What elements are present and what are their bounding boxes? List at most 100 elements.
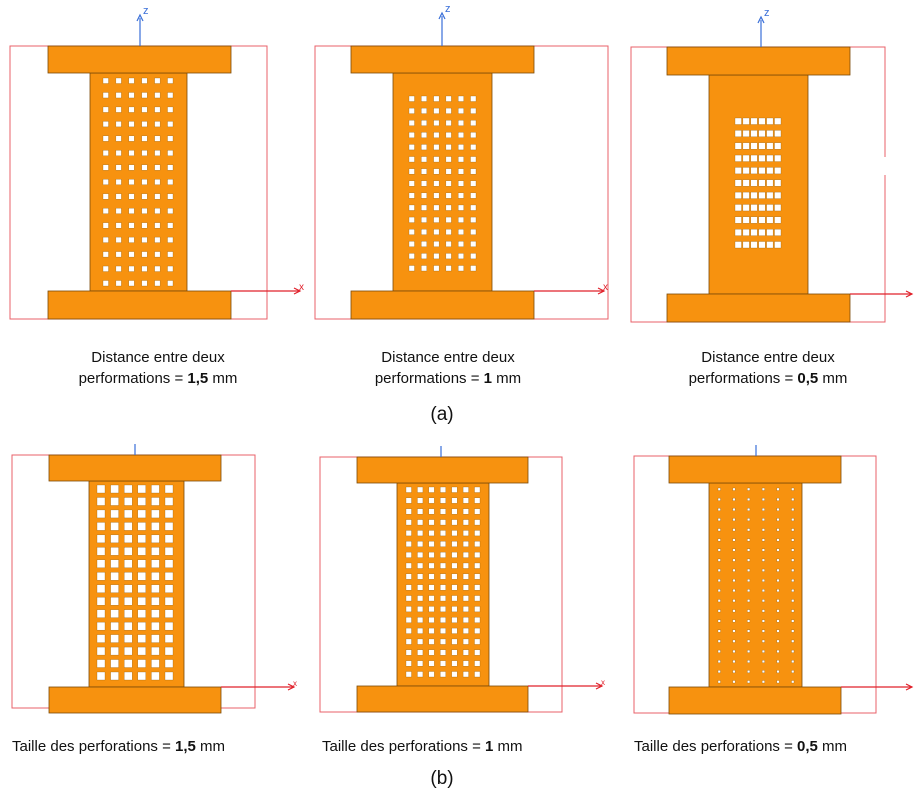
specimen-top-grip-a1 bbox=[47, 45, 232, 74]
perforation bbox=[458, 204, 464, 211]
perforation bbox=[151, 634, 160, 643]
perforation bbox=[428, 606, 435, 613]
perforation bbox=[440, 562, 446, 569]
perforation bbox=[164, 621, 174, 631]
perforation bbox=[474, 519, 481, 526]
perforation bbox=[115, 77, 122, 84]
perforation bbox=[470, 241, 477, 247]
perforation bbox=[115, 236, 122, 243]
perforation bbox=[474, 595, 481, 602]
perforation bbox=[747, 518, 751, 522]
perforation bbox=[164, 522, 174, 531]
perforation bbox=[747, 609, 751, 613]
perforation bbox=[747, 508, 751, 511]
perforation bbox=[115, 179, 122, 185]
perforation bbox=[462, 649, 469, 656]
perforation bbox=[462, 638, 469, 645]
perforation bbox=[102, 92, 109, 99]
perforation bbox=[96, 547, 106, 556]
perforation bbox=[445, 156, 452, 163]
caption-a2-value: 1 bbox=[483, 370, 492, 387]
perforation bbox=[445, 192, 452, 199]
perforation bbox=[734, 228, 742, 236]
perforation bbox=[474, 627, 481, 634]
perforation bbox=[151, 659, 160, 668]
perforation bbox=[470, 120, 477, 126]
perforation bbox=[717, 579, 721, 582]
perforation bbox=[110, 609, 119, 618]
x-axis-arrow-a3 bbox=[905, 290, 914, 298]
caption-b2: Taille des perforations = 1 mm bbox=[322, 736, 582, 757]
x-axis-arrow-b1 bbox=[287, 683, 296, 691]
perforation bbox=[776, 558, 780, 562]
perforation bbox=[761, 548, 765, 552]
perforation bbox=[164, 584, 174, 593]
z-axis-arrow-a1 bbox=[136, 13, 144, 22]
perforation bbox=[474, 562, 481, 569]
perforation bbox=[445, 168, 452, 175]
perforation bbox=[774, 191, 782, 199]
perforation bbox=[167, 106, 174, 113]
perforation bbox=[124, 634, 133, 643]
caption-b1: Taille des perforations = 1,5 mm bbox=[12, 736, 282, 757]
perforation bbox=[440, 671, 446, 678]
perforation bbox=[433, 253, 440, 260]
perforation bbox=[141, 121, 148, 128]
perforation bbox=[408, 156, 415, 163]
perforation bbox=[440, 617, 446, 623]
perforation bbox=[474, 606, 481, 613]
perforation bbox=[766, 130, 774, 138]
perforation bbox=[110, 484, 119, 494]
perforation bbox=[128, 92, 135, 99]
perforation bbox=[747, 528, 751, 532]
perforation bbox=[758, 228, 766, 236]
perforation bbox=[154, 121, 161, 128]
perforation bbox=[451, 671, 458, 678]
perforation bbox=[408, 241, 415, 247]
perforation bbox=[137, 671, 146, 681]
perforation bbox=[433, 144, 440, 151]
perforation bbox=[405, 660, 412, 667]
perforation bbox=[137, 522, 146, 531]
perforation bbox=[151, 621, 160, 631]
perforation bbox=[405, 606, 412, 613]
perforation bbox=[417, 508, 424, 515]
perforation bbox=[462, 627, 469, 634]
caption-b2-value: 1 bbox=[485, 738, 494, 755]
perforation bbox=[750, 167, 758, 175]
perforation bbox=[421, 265, 427, 272]
perforation bbox=[470, 192, 477, 199]
perforation bbox=[742, 228, 750, 236]
perforation bbox=[766, 191, 774, 199]
perforation bbox=[433, 216, 440, 223]
specimen-bottom-grip-b3 bbox=[668, 686, 842, 715]
perforation bbox=[417, 595, 424, 602]
frame-a3 bbox=[630, 46, 886, 323]
perforation bbox=[791, 579, 795, 582]
perforation bbox=[124, 609, 133, 618]
perforation bbox=[128, 222, 135, 229]
perforation bbox=[151, 671, 160, 681]
perforation bbox=[470, 216, 477, 223]
perforation bbox=[124, 559, 133, 568]
perforation bbox=[458, 229, 464, 235]
perforation bbox=[758, 191, 766, 199]
perforation bbox=[96, 671, 106, 681]
caption-a1-value: 1,5 bbox=[187, 370, 209, 387]
perforation bbox=[137, 497, 146, 506]
perforation bbox=[428, 551, 435, 558]
perforation bbox=[408, 253, 415, 260]
perforation bbox=[417, 562, 424, 569]
perforation bbox=[428, 486, 435, 493]
perforation bbox=[458, 144, 464, 151]
perforation bbox=[732, 609, 736, 613]
perforation bbox=[734, 191, 742, 199]
perforation bbox=[428, 508, 435, 515]
perforation bbox=[102, 236, 109, 243]
perforation bbox=[445, 95, 452, 102]
perforation bbox=[458, 168, 464, 175]
x-axis-label-a1: x bbox=[299, 282, 304, 293]
perforation bbox=[141, 135, 148, 142]
perforation bbox=[405, 519, 412, 526]
